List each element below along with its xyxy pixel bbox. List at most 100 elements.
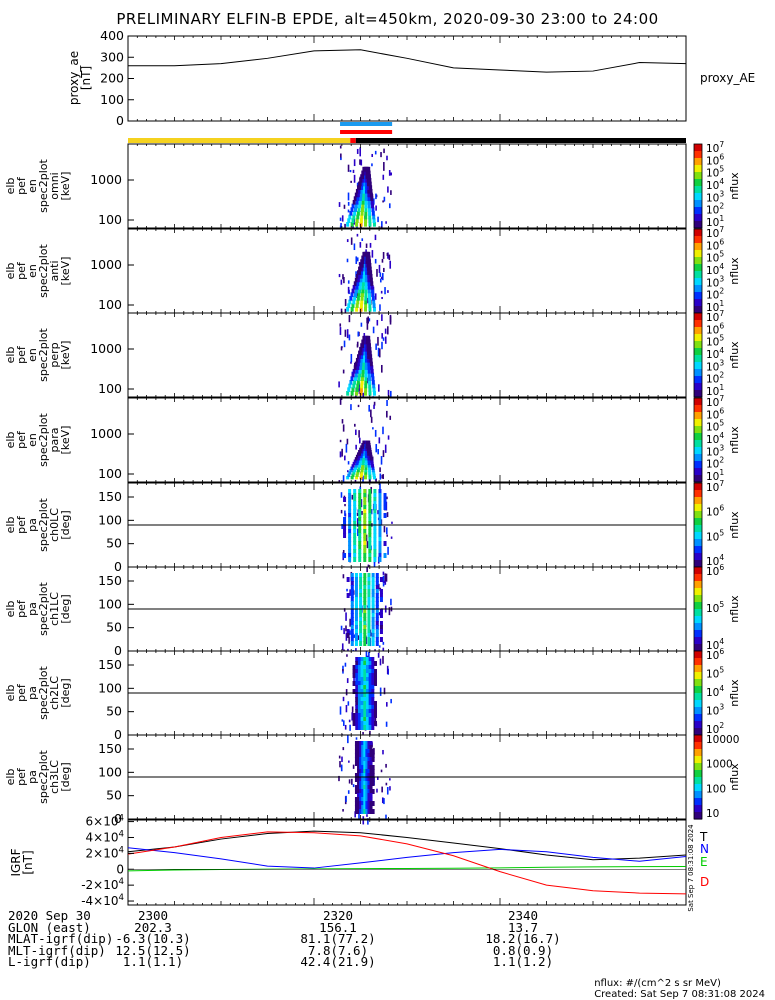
spectrogram-pixel <box>368 214 372 220</box>
spectrogram-pixel <box>382 474 384 480</box>
spectrogram-pixel <box>378 505 382 510</box>
spectrogram-pixel <box>357 705 361 710</box>
colorbar-tick-label: 105 <box>706 600 724 615</box>
spectrogram-pixel <box>368 669 372 674</box>
spectrogram-pixel <box>359 785 363 790</box>
colorbar-segment <box>694 640 702 645</box>
spectrogram-pixel <box>345 705 348 713</box>
spectrogram-pixel <box>355 303 359 308</box>
spectrogram-pixel <box>358 368 362 374</box>
spectrogram-pixel <box>343 517 347 522</box>
spectrogram-pixel <box>368 177 372 183</box>
spectrogram-pixel <box>372 218 376 223</box>
spectrogram-pixel <box>358 284 362 290</box>
spectrogram-pixel <box>368 713 372 718</box>
colorbar-segment <box>694 379 702 384</box>
spectrogram-pixel <box>378 509 382 514</box>
colorbar-tick-label: 107 <box>706 479 724 494</box>
spectrogram-pixel <box>390 698 392 704</box>
spectrogram-pixel <box>356 270 360 275</box>
panel-y-axis-label: para <box>48 428 61 453</box>
spectrogram-pixel <box>354 597 358 602</box>
spectrogram-pixel <box>342 720 345 726</box>
colorbar-segment <box>694 490 702 495</box>
spectrogram-pixel <box>371 597 375 602</box>
spectrogram-pixel <box>366 181 370 187</box>
spectrogram-pixel <box>365 266 369 272</box>
spectrogram-pixel <box>378 529 382 534</box>
spectrogram-pixel <box>363 629 367 634</box>
spectrogram-pixel <box>383 162 385 171</box>
spectrogram-pixel <box>363 757 367 762</box>
spectrogram-pixel <box>371 693 375 698</box>
spectrogram-pixel <box>374 150 377 155</box>
colorbar-segment <box>694 344 702 349</box>
spectrogram-pixel <box>359 797 363 802</box>
colorbar-segment <box>694 745 702 750</box>
spectrogram-pixel <box>360 466 364 470</box>
spectrogram-pixel <box>363 497 367 502</box>
spectrogram-pixel <box>339 327 342 335</box>
spectrogram-pixel <box>367 749 371 754</box>
spectrogram-pixel <box>353 525 357 530</box>
y-tick-label: 1000 <box>90 172 122 187</box>
colorbar-frame <box>693 312 703 398</box>
spectrogram-pixel <box>353 196 357 201</box>
spectrogram-pixel <box>370 368 374 374</box>
spectrogram-pixel <box>357 661 361 666</box>
spectrogram-pixel <box>356 148 359 154</box>
spectrogram-pixel <box>359 457 363 461</box>
colorbar-segment <box>694 422 702 427</box>
colorbar-segment <box>694 383 702 388</box>
spectrogram-pixel <box>342 574 345 579</box>
spectrogram-pixel <box>379 473 382 480</box>
spectrogram-pixel <box>365 354 369 359</box>
spectrogram-pixel <box>378 513 382 518</box>
spectrogram-pixel <box>352 669 356 674</box>
footnote: nflux: #/(cm^2 s sr MeV) Created: Sat Se… <box>594 978 765 1000</box>
spectrogram-pixel <box>353 509 357 514</box>
spectrogram-pixel <box>359 181 363 187</box>
spectrogram-pixel <box>365 447 369 452</box>
spectrogram-pixel <box>348 637 350 644</box>
spectrogram-pixel <box>350 609 354 614</box>
grf-legend-D: D <box>700 875 709 889</box>
spectrogram-pixel <box>346 654 348 657</box>
spectrogram-pixel <box>367 466 371 470</box>
colorbar-segment <box>694 369 702 374</box>
orbit-table-cell: 1.1(1.1) <box>122 954 184 969</box>
spectrogram-pixel <box>369 801 373 806</box>
spectrogram-pixel <box>382 337 385 341</box>
colorbar-segment <box>694 433 702 438</box>
spectrogram-pixel <box>389 260 392 269</box>
spectrogram-pixel <box>341 448 343 457</box>
spectrogram-pixel <box>360 713 364 718</box>
spectrogram-pixel <box>371 701 375 706</box>
spectrogram-pixel <box>367 781 371 786</box>
spectrogram-pixel <box>371 605 375 610</box>
spectrogram-pixel <box>367 339 371 345</box>
spectrogram-pixel <box>359 781 363 786</box>
spectrogram-pixel <box>368 468 372 473</box>
spectrogram-pixel <box>360 454 364 459</box>
spectrogram-pixel <box>359 605 363 610</box>
colorbar-tick-label: 104 <box>706 553 724 568</box>
spectrogram-pixel <box>346 593 350 598</box>
spectrogram-pixel <box>367 629 371 634</box>
spectrogram-pixel <box>357 761 361 766</box>
spectrogram-pixel <box>360 273 364 279</box>
spectrogram-pixel <box>384 578 387 585</box>
panel-y-axis-label: spec2plot <box>37 582 50 636</box>
spectrogram-pixel <box>364 459 368 463</box>
spectrogram-pixel <box>367 785 371 790</box>
colorbar-segment <box>694 504 702 509</box>
spectrogram-pixel <box>371 593 375 598</box>
spectrogram-pixel <box>363 262 367 268</box>
colorbar-segment <box>694 728 702 733</box>
spectrogram-pixel <box>377 776 379 780</box>
spectrogram-pixel <box>367 452 371 456</box>
spectrogram-pixel <box>359 218 363 223</box>
colorbar-segment <box>694 221 702 226</box>
spectrogram-pixel <box>354 277 358 283</box>
spectrogram-pixel <box>344 455 346 461</box>
